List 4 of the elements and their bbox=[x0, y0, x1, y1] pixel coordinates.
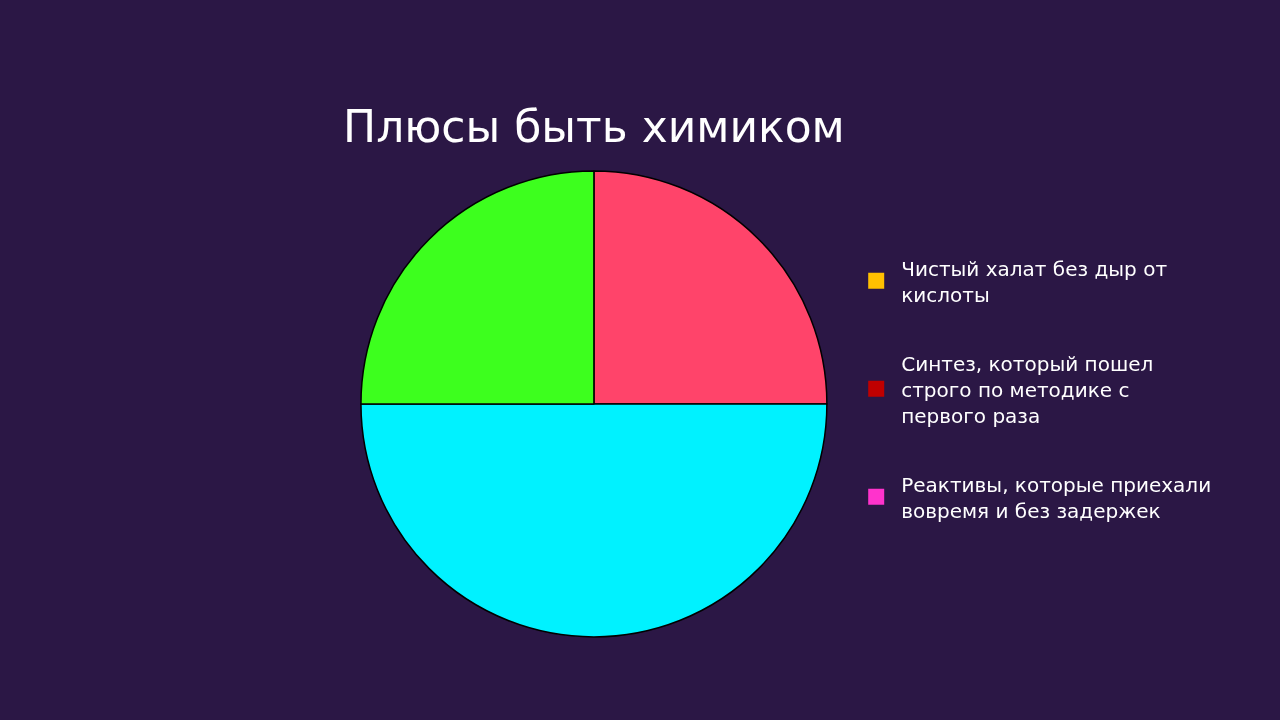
category-label: Чистый халат без дыр от кислоты bbox=[901, 256, 1168, 307]
category-label: Синтез, который пошел строго по методике с первого раза bbox=[901, 351, 1154, 428]
chart-title: Плюсы быть химиком bbox=[343, 101, 845, 153]
category-label: Реактивы, которые приехали вовремя и без задержек bbox=[901, 472, 1212, 523]
